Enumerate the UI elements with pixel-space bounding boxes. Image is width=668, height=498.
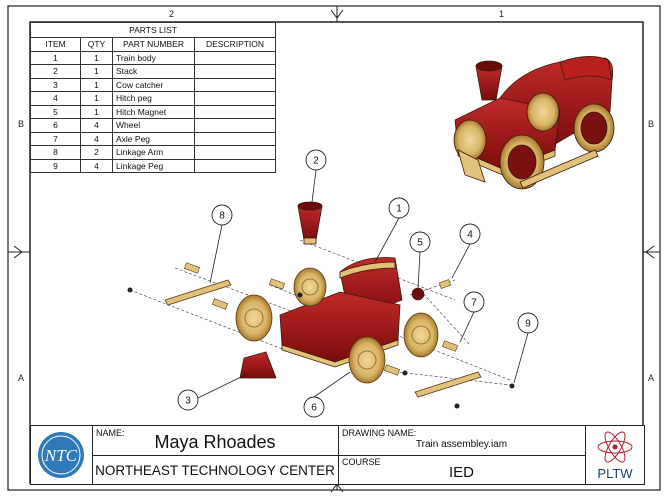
balloon-circle [409, 231, 431, 253]
course-label: COURSE [342, 457, 381, 467]
parts-cell-qty: 1 [80, 64, 113, 79]
ntc-logo-text: NTC [44, 446, 78, 465]
pltw-logo-text: PLTW [597, 466, 633, 481]
parts-cell-description [194, 64, 276, 79]
balloon-circle [305, 149, 327, 171]
parts-cell-qty: 4 [80, 131, 113, 146]
parts-cell-item: 9 [30, 158, 81, 173]
parts-cell-qty: 1 [80, 104, 113, 119]
parts-list-title: PARTS LIST [30, 22, 276, 38]
parts-row: 5 1 Hitch Magnet [30, 104, 276, 119]
parts-cell-part-number: Linkage Arm [112, 145, 195, 160]
header-part-number: PART NUMBER [112, 37, 195, 52]
balloon-label: 5 [417, 238, 423, 249]
assembled-train-view [453, 56, 615, 190]
balloon-leaders [197, 169, 529, 399]
parts-cell-item: 7 [30, 131, 81, 146]
parts-cell-description [194, 158, 276, 173]
parts-cell-item: 4 [30, 91, 81, 106]
zone-top-1: 1 [499, 9, 505, 19]
name-label: NAME: [96, 428, 125, 438]
parts-cell-item: 8 [30, 145, 81, 160]
parts-row: 3 1 Cow catcher [30, 77, 276, 92]
balloon-circle [211, 204, 233, 226]
parts-row: 1 1 Train body [30, 50, 276, 65]
balloon-circle [177, 389, 199, 411]
zone-markers [8, 6, 660, 493]
zone-left-a: A [18, 373, 25, 383]
balloon-circle [463, 291, 485, 313]
zone-left-b: B [18, 119, 25, 129]
parts-row: 2 1 Stack [30, 64, 276, 79]
balloon-label: 7 [471, 298, 477, 309]
parts-cell-part-number: Hitch Magnet [112, 104, 195, 119]
balloon-circle [459, 223, 481, 245]
balloons: 1 2 3 4 5 6 7 8 9 [177, 149, 539, 418]
parts-cell-qty: 4 [80, 158, 113, 173]
parts-cell-item: 6 [30, 118, 81, 133]
student-name: Maya Rhoades [154, 432, 276, 452]
header-item: ITEM [30, 37, 81, 52]
parts-cell-description [194, 118, 276, 133]
school-name: NORTHEAST TECHNOLOGY CENTER [95, 463, 335, 478]
parts-cell-description [194, 50, 276, 65]
balloon-label: 3 [185, 396, 191, 407]
parts-row: 9 4 Linkage Peg [30, 158, 276, 173]
parts-cell-item: 3 [30, 77, 81, 92]
parts-cell-item: 2 [30, 64, 81, 79]
pltw-logo: PLTW [587, 427, 643, 483]
ntc-logo: NTC [34, 430, 88, 480]
balloon-circle [517, 312, 539, 334]
balloon-label: 6 [311, 403, 317, 414]
course-name: IED [448, 464, 474, 481]
parts-cell-qty: 4 [80, 118, 113, 133]
parts-row: 8 2 Linkage Arm [30, 145, 276, 160]
parts-cell-qty: 1 [80, 50, 113, 65]
parts-cell-part-number: Train body [112, 50, 195, 65]
parts-cell-qty: 1 [80, 77, 113, 92]
parts-row: 6 4 Wheel [30, 118, 276, 133]
balloon-label: 1 [396, 204, 402, 215]
exploded-view [127, 201, 515, 409]
parts-list-table: PARTS LIST ITEM QTY PART NUMBER DESCRIPT… [30, 22, 276, 173]
balloon-circle [303, 396, 325, 418]
balloon-label: 2 [313, 156, 319, 167]
zone-right-b: B [648, 119, 655, 129]
parts-cell-part-number: Cow catcher [112, 77, 195, 92]
parts-cell-description [194, 145, 276, 160]
parts-cell-description [194, 104, 276, 119]
title-block: NTC NAME: Maya Rhoades NORTHEAST TECHNOL… [30, 425, 645, 485]
parts-row: 7 4 Axle Peg [30, 131, 276, 146]
balloon-label: 4 [467, 230, 473, 241]
parts-cell-part-number: Stack [112, 64, 195, 79]
parts-cell-qty: 2 [80, 145, 113, 160]
parts-cell-part-number: Wheel [112, 118, 195, 133]
parts-cell-part-number: Hitch peg [112, 91, 195, 106]
header-description: DESCRIPTION [194, 37, 276, 52]
drawing-name-label: DRAWING NAME: [342, 428, 417, 438]
parts-cell-item: 5 [30, 104, 81, 119]
balloon-circle [388, 197, 410, 219]
parts-cell-qty: 1 [80, 91, 113, 106]
balloon-label: 8 [219, 211, 225, 222]
parts-cell-description [194, 131, 276, 146]
parts-cell-item: 1 [30, 50, 81, 65]
parts-cell-part-number: Linkage Peg [112, 158, 195, 173]
parts-row: 4 1 Hitch peg [30, 91, 276, 106]
zone-top-2: 2 [169, 9, 175, 19]
parts-cell-description [194, 91, 276, 106]
zone-right-a: A [648, 373, 655, 383]
header-qty: QTY [80, 37, 113, 52]
parts-cell-description [194, 77, 276, 92]
balloon-label: 9 [525, 319, 531, 330]
drawing-name: Train assembley.iam [415, 439, 508, 450]
parts-cell-part-number: Axle Peg [112, 131, 195, 146]
